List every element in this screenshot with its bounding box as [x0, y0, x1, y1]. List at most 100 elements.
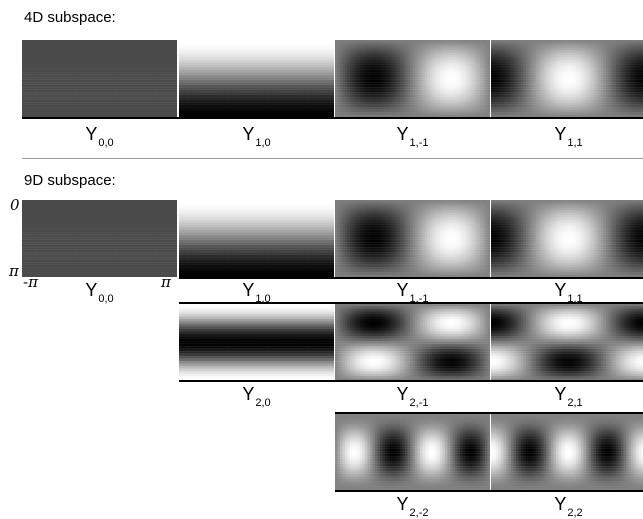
- harmonic-cell: [172, 87, 175, 90]
- harmonic-cell: [246, 57, 250, 60]
- harmonic-cell: [169, 87, 173, 90]
- harmonic-cell: [159, 67, 163, 70]
- harmonic-cell: [475, 77, 478, 80]
- harmonic-cell: [49, 69, 53, 73]
- harmonic-cell: [347, 49, 351, 53]
- harmonic-cell: [129, 94, 133, 98]
- harmonic-cell: [304, 44, 307, 48]
- harmonic-cell: [231, 47, 235, 51]
- harmonic-cell: [206, 67, 210, 70]
- harmonic-cell: [236, 99, 240, 103]
- harmonic-cell: [355, 82, 358, 85]
- harmonic-cell: [390, 44, 393, 48]
- harmonic-cell: [164, 47, 168, 51]
- harmonic-cell: [196, 44, 200, 48]
- harmonic-cell: [84, 57, 88, 60]
- harmonic-cell: [352, 40, 356, 43]
- harmonic-cell: [470, 64, 473, 68]
- harmonic-cell: [179, 112, 182, 115]
- harmonic-cell: [52, 54, 55, 58]
- harmonic-cell: [281, 47, 285, 51]
- harmonic-cell: [94, 79, 98, 83]
- harmonic-cell: [442, 74, 446, 78]
- harmonic-cell: [57, 97, 60, 100]
- harmonic-cell: [219, 47, 222, 51]
- harmonic-cell: [487, 40, 490, 43]
- harmonic-cell: [271, 69, 275, 73]
- harmonic-cell: [122, 44, 125, 48]
- harmonic-cell: [132, 47, 135, 51]
- harmonic-cell: [422, 77, 426, 80]
- harmonic-cell: [324, 52, 327, 56]
- harmonic-cell: [47, 47, 50, 51]
- harmonic-cell: [400, 72, 403, 75]
- harmonic-cell: [47, 109, 50, 113]
- harmonic-cell: [276, 99, 280, 103]
- harmonic-cell: [249, 82, 252, 85]
- harmonic-cell: [221, 57, 225, 60]
- harmonic-cell: [224, 67, 227, 70]
- harmonic-cell: [289, 79, 292, 83]
- harmonic-cell: [147, 94, 150, 98]
- harmonic-cell: [69, 94, 73, 98]
- harmonic-cell: [395, 47, 398, 51]
- harmonic-cell: [77, 74, 80, 78]
- harmonic-cell: [196, 40, 200, 43]
- harmonic-cell: [137, 94, 140, 98]
- harmonic-cell: [254, 49, 257, 53]
- harmonic-cell: [211, 112, 215, 115]
- harmonic-cell: [54, 54, 58, 58]
- harmonic-cell: [201, 92, 205, 95]
- harmonic-cell: [360, 64, 363, 68]
- harmonic-cell: [162, 59, 165, 63]
- harmonic-cell: [347, 59, 351, 63]
- harmonic-cell: [62, 92, 65, 95]
- harmonic-cell: [236, 69, 240, 73]
- harmonic-cell: [57, 49, 60, 53]
- harmonic-cell: [435, 74, 438, 78]
- harmonic-cell: [445, 59, 448, 63]
- harmonic-cell: [387, 79, 391, 83]
- harmonic-cell: [460, 42, 463, 46]
- harmonic-cell: [167, 112, 170, 115]
- harmonic-cell: [99, 97, 103, 100]
- harmonic-cell: [214, 49, 217, 53]
- harmonic-cell: [117, 54, 120, 58]
- harmonic-cell: [329, 82, 332, 85]
- harmonic-cell: [452, 40, 456, 43]
- harmonic-cell: [34, 40, 38, 43]
- harmonic-cell: [390, 40, 393, 43]
- harmonic-cell: [134, 62, 138, 65]
- harmonic-cell: [67, 72, 70, 75]
- harmonic-cell: [139, 69, 143, 73]
- harmonic-cell: [137, 104, 140, 108]
- harmonic-cell: [241, 109, 245, 113]
- harmonic-cell: [279, 69, 282, 73]
- harmonic-cell: [266, 112, 270, 115]
- harmonic-cell: [462, 64, 466, 68]
- harmonic-cell: [435, 79, 438, 83]
- harmonic-cell: [357, 52, 361, 56]
- harmonic-cell: [427, 44, 431, 48]
- harmonic-cell: [196, 74, 200, 78]
- harmonic-cell: [400, 57, 403, 60]
- harmonic-cell: [142, 114, 145, 117]
- harmonic-cell: [430, 49, 433, 53]
- harmonic-cell: [167, 47, 170, 51]
- harmonic-cell: [39, 84, 43, 88]
- harmonic-cell: [281, 64, 285, 68]
- harmonic-cell: [102, 84, 105, 88]
- harmonic-cell: [304, 52, 307, 56]
- harmonic-cell: [124, 104, 128, 108]
- harmonic-cell: [67, 109, 70, 113]
- harmonic-cell: [296, 57, 300, 60]
- harmonic-cell: [352, 67, 356, 70]
- harmonic-cell: [422, 67, 426, 70]
- harmonic-cell: [276, 67, 280, 70]
- harmonic-cell: [189, 57, 192, 60]
- harmonic-cell: [402, 82, 406, 85]
- harmonic-cell: [382, 69, 386, 73]
- harmonic-cell: [74, 47, 78, 51]
- harmonic-cell: [357, 82, 361, 85]
- harmonic-cell: [365, 54, 368, 58]
